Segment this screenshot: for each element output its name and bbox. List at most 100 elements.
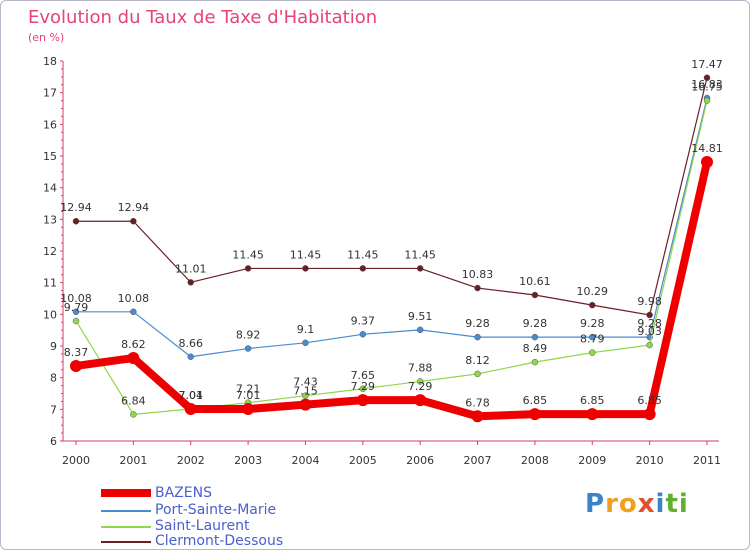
data-point-port-sainte-marie-2000 (72, 308, 80, 316)
data-label-clermont-dessous-2011: 17.47 (691, 58, 723, 71)
data-point-bazens-2006 (414, 394, 427, 407)
x-tick-label-2011: 2011 (693, 454, 721, 467)
data-point-saint-laurent-2008 (531, 358, 539, 366)
data-point-port-sainte-marie-2001 (130, 308, 137, 316)
data-label-clermont-dessous-2009: 10.29 (577, 285, 609, 298)
y-tick-label-13: 13 (43, 213, 57, 226)
data-point-saint-laurent-2010 (646, 341, 653, 349)
logo-letter: o (618, 489, 638, 519)
data-point-clermont-dessous-2001 (130, 217, 137, 225)
data-label-clermont-dessous-2005: 11.45 (347, 248, 379, 261)
x-tick-label-2004: 2004 (291, 454, 319, 467)
x-tick-label-2009: 2009 (578, 454, 606, 467)
x-tick-label-2007: 2007 (464, 454, 492, 467)
data-label-clermont-dessous-2006: 11.45 (404, 248, 436, 261)
data-point-clermont-dessous-2000 (72, 217, 80, 225)
y-tick-label-9: 9 (50, 340, 57, 353)
x-tick-label-2000: 2000 (62, 454, 90, 467)
data-label-port-sainte-marie-2002: 8.66 (178, 337, 203, 350)
data-label-port-sainte-marie-2006: 9.51 (408, 310, 433, 323)
legend-label-saint-laurent: Saint-Laurent (155, 518, 250, 534)
data-label-clermont-dessous-2002: 11.01 (175, 262, 207, 275)
data-point-port-sainte-marie-2002 (187, 353, 194, 361)
series-line-bazens (72, 158, 711, 421)
data-point-bazens-2010 (643, 408, 656, 421)
data-label-port-sainte-marie-2000: 10.08 (60, 292, 92, 305)
y-tick-label-16: 16 (43, 118, 57, 131)
logo-letter: r (605, 489, 619, 519)
data-point-clermont-dessous-2005 (359, 265, 367, 272)
data-point-bazens-2001 (127, 352, 140, 365)
data-label-bazens-2008: 6.85 (523, 394, 548, 407)
data-point-saint-laurent-2001 (130, 411, 137, 418)
data-label-saint-laurent-2000: 9.79 (64, 301, 89, 314)
data-point-port-sainte-marie-2009 (589, 333, 596, 341)
data-point-bazens-2011 (701, 156, 713, 169)
logo-letter: t (665, 489, 679, 519)
series-line-port-sainte-marie (75, 97, 708, 358)
y-tick-label-6: 6 (50, 435, 57, 448)
data-label-bazens-2005: 7.29 (351, 380, 376, 393)
data-point-bazens-2008 (528, 408, 541, 421)
data-label-saint-laurent-2006: 7.88 (408, 361, 433, 374)
logo-letter: x (637, 489, 656, 519)
data-point-clermont-dessous-2011 (703, 74, 711, 82)
data-label-port-sainte-marie-2004: 9.1 (297, 323, 315, 336)
data-label-bazens-2009: 6.85 (580, 394, 605, 407)
data-label-clermont-dessous-2010: 9.98 (637, 295, 662, 308)
logo-letter: i (678, 489, 689, 519)
series-line-clermont-dessous (75, 77, 708, 316)
data-label-saint-laurent-2004: 7.43 (293, 376, 318, 389)
data-point-bazens-2009 (586, 408, 599, 421)
data-point-clermont-dessous-2006 (416, 265, 424, 272)
x-tick-label-2003: 2003 (234, 454, 262, 467)
x-tick-label-2001: 2001 (119, 454, 147, 467)
data-label-clermont-dessous-2001: 12.94 (118, 201, 150, 214)
series-line-saint-laurent (75, 99, 708, 415)
legend-label-clermont-dessous: Clermont-Dessous (155, 533, 284, 549)
data-point-saint-laurent-2009 (589, 349, 596, 356)
data-point-bazens-2003 (242, 403, 255, 416)
x-tick-label-2008: 2008 (521, 454, 549, 467)
data-label-port-sainte-marie-2009: 9.28 (580, 317, 605, 330)
data-point-clermont-dessous-2007 (474, 284, 481, 292)
data-label-bazens-2002: 7.04 (178, 389, 203, 402)
x-tick-label-2010: 2010 (636, 454, 664, 467)
legend-label-port-sainte-marie: Port-Sainte-Marie (155, 502, 277, 518)
y-tick-label-8: 8 (50, 372, 57, 385)
data-label-bazens-2011: 14.81 (691, 142, 723, 155)
data-label-port-sainte-marie-2003: 8.92 (236, 329, 261, 342)
data-label-clermont-dessous-2004: 11.45 (290, 248, 322, 261)
data-point-port-sainte-marie-2004 (302, 339, 309, 347)
data-point-clermont-dessous-2004 (302, 265, 309, 272)
data-label-port-sainte-marie-2008: 9.28 (523, 317, 548, 330)
data-point-saint-laurent-2000 (72, 317, 80, 325)
x-tick-label-2006: 2006 (406, 454, 434, 467)
data-point-bazens-2007 (471, 410, 484, 423)
data-label-saint-laurent-2002: 7.01 (178, 389, 203, 402)
legend-swatch-saint-laurent (101, 526, 151, 528)
chart-subtitle: (en %) (28, 31, 65, 44)
data-label-saint-laurent-2003: 7.21 (236, 383, 261, 396)
data-point-port-sainte-marie-2007 (474, 333, 481, 341)
data-point-port-sainte-marie-2006 (416, 326, 424, 334)
data-label-clermont-dessous-2007: 10.83 (462, 268, 494, 281)
data-label-port-sainte-marie-2005: 9.37 (351, 314, 376, 327)
data-label-bazens-2007: 6.78 (465, 396, 490, 409)
data-point-bazens-2005 (356, 394, 369, 407)
data-point-clermont-dessous-2009 (589, 301, 596, 309)
y-tick-label-11: 11 (43, 277, 57, 290)
chart-title: Evolution du Taux de Taxe d'Habitation (28, 7, 378, 28)
data-point-bazens-2004 (299, 398, 312, 411)
data-label-saint-laurent-2001: 6.84 (121, 394, 146, 407)
logo-letter: i (655, 489, 666, 519)
data-label-saint-laurent-2005: 7.65 (351, 369, 376, 382)
data-label-bazens-2003: 7.01 (236, 389, 261, 402)
data-label-bazens-2006: 7.29 (408, 380, 433, 393)
legend-swatch-port-sainte-marie (101, 510, 151, 512)
data-label-saint-laurent-2011: 16.75 (691, 81, 723, 94)
data-label-clermont-dessous-2003: 11.45 (232, 248, 264, 261)
data-label-bazens-2000: 8.37 (64, 346, 89, 359)
